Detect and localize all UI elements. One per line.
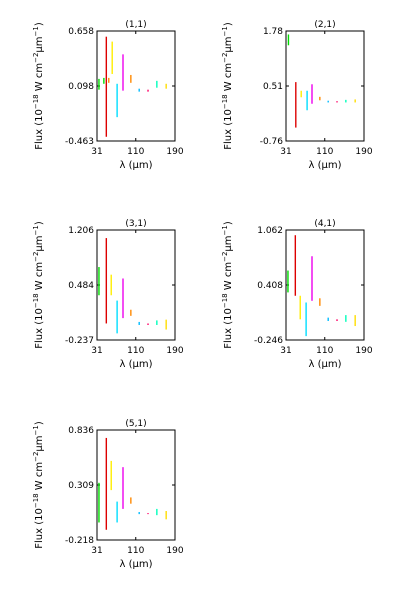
x-tick-label: 110: [127, 346, 144, 356]
subplot-title: (2,1): [314, 20, 335, 30]
x-tick-label: 110: [127, 147, 144, 157]
x-tick-label: 31: [91, 546, 102, 556]
plot-frame: [96, 229, 176, 341]
y-tick-label: 0.309: [68, 481, 94, 491]
x-tick-label: 31: [280, 346, 291, 356]
x-axis-label: λ (μm): [119, 160, 152, 171]
x-tick-label: 31: [91, 147, 102, 157]
x-tick-label: 190: [355, 147, 372, 157]
y-axis-label: Flux (10−18 W cm−2μm−1): [32, 221, 45, 349]
x-tick-label: 190: [166, 346, 183, 356]
subplot-5: (5,1) 31 110 190 -0.218 0.309 0.836 λ (μm) Flux …: [32, 419, 184, 570]
x-axis-label: λ (μm): [119, 559, 152, 570]
y-tick-label: 1.206: [68, 226, 94, 236]
x-tick-label: 190: [166, 546, 183, 556]
x-tick-label: 31: [280, 147, 291, 157]
subplot-title: (5,1): [125, 419, 146, 429]
y-axis-label: Flux (10−18 W cm−2μm−1): [32, 421, 45, 549]
plot-frame: [285, 229, 365, 341]
x-tick-label: 110: [127, 546, 144, 556]
plot-frame: [96, 429, 176, 541]
x-tick-label: 110: [316, 346, 333, 356]
subplot-title: (1,1): [125, 20, 146, 30]
subplot-title: (4,1): [314, 219, 335, 229]
y-tick-label: 0.098: [68, 82, 94, 92]
y-tick-label: -0.237: [65, 336, 94, 346]
y-axis-label: Flux (10−18 W cm−2μm−1): [32, 22, 45, 150]
subplot-3: (3,1) 31 110 190 -0.237 0.484 1.206 λ (μm) Flux …: [32, 219, 184, 370]
y-tick-label: 0.51: [263, 82, 283, 92]
x-tick-label: 190: [166, 147, 183, 157]
x-tick-label: 110: [316, 147, 333, 157]
y-tick-label: 0.658: [68, 27, 94, 37]
plot-frame: [96, 30, 176, 142]
y-tick-label: -0.246: [254, 336, 283, 346]
plot-frame: [285, 30, 365, 142]
x-tick-label: 190: [355, 346, 372, 356]
x-tick-label: 31: [91, 346, 102, 356]
y-axis-label: Flux (10−18 W cm−2μm−1): [221, 221, 234, 349]
y-tick-label: -0.76: [260, 137, 284, 147]
y-tick-label: 0.836: [68, 426, 94, 436]
x-axis-label: λ (μm): [119, 359, 152, 370]
y-tick-label: 1.78: [263, 27, 283, 37]
x-axis-label: λ (μm): [308, 359, 341, 370]
subplot-4: (4,1) 31 110 190 -0.246 0.408 1.062 λ (μm) Flux …: [221, 219, 373, 370]
y-tick-label: 0.484: [68, 281, 94, 291]
subplot-2: (2,1) 31 110 190 -0.76 0.51 1.78 λ (μm) Flux (10…: [221, 20, 373, 171]
y-tick-label: -0.463: [65, 137, 94, 147]
y-tick-label: 0.408: [257, 281, 283, 291]
x-axis-label: λ (μm): [308, 160, 341, 171]
subplot-1: (1,1) 31 110 190 -0.463 0.098 0.658 λ (μm) Flux …: [32, 20, 184, 171]
y-tick-label: -0.218: [65, 536, 94, 546]
subplot-title: (3,1): [125, 219, 146, 229]
y-axis-label: Flux (10−18 W cm−2μm−1): [221, 22, 234, 150]
y-tick-label: 1.062: [257, 226, 283, 236]
